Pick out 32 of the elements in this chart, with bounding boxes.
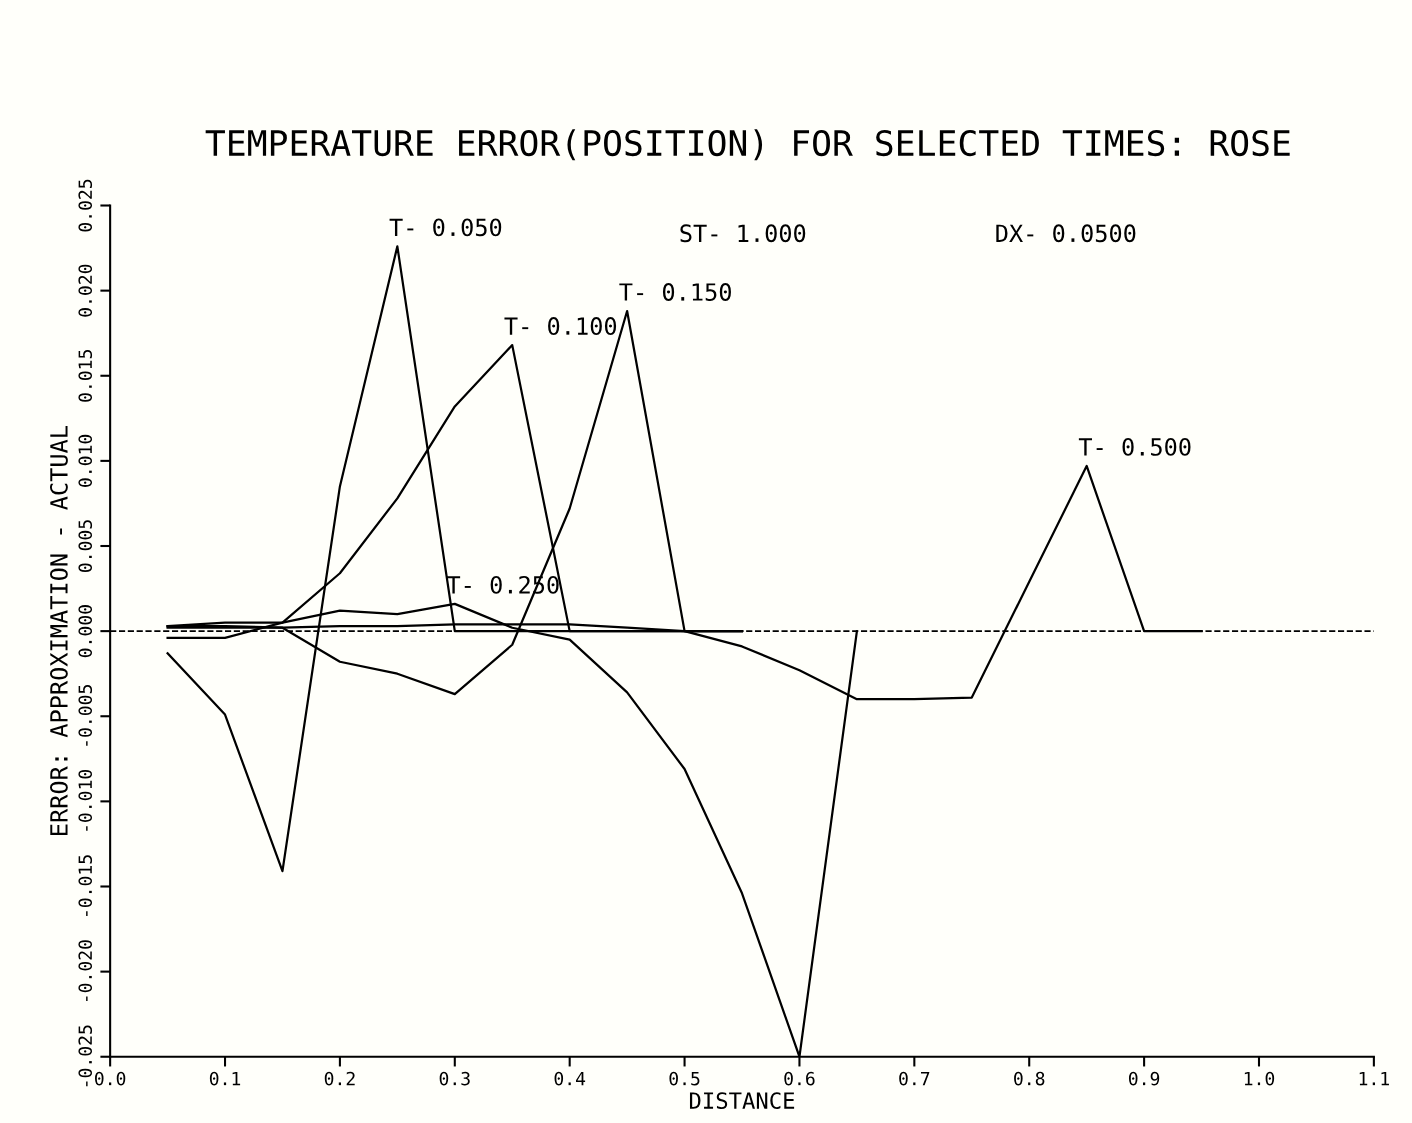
y-axis-title: ERROR: APPROXIMATION - ACTUAL	[49, 426, 68, 835]
x-tick-label: 0.6	[784, 1071, 815, 1086]
y-tick-label: 0.005	[78, 520, 93, 572]
x-axis-title: DISTANCE	[689, 1092, 795, 1109]
annotation: ST- 1.000	[680, 224, 806, 243]
x-tick-label: 1.1	[1359, 1071, 1389, 1086]
y-tick-label: 0.010	[78, 434, 93, 487]
x-tick-label: 0.9	[1128, 1071, 1160, 1086]
y-tick-label: -0.025	[78, 1025, 93, 1087]
y-tick-label: 0.020	[78, 264, 93, 317]
x-tick-label: 0.8	[1014, 1071, 1045, 1086]
x-tick-label: 0.3	[439, 1071, 470, 1086]
y-tick-label: -0.015	[78, 855, 93, 916]
y-tick-label: 0.000	[78, 605, 93, 658]
y-tick-label: -0.010	[78, 769, 93, 831]
annotation: T- 0.500	[1078, 438, 1191, 456]
chart-title: TEMPERATURE ERROR(POSITION) FOR SELECTED TIMES: ROSE	[205, 129, 1290, 161]
x-tick-label: 0.1	[209, 1071, 241, 1086]
y-tick-label: 0.025	[78, 179, 93, 232]
x-tick-label: 0.0	[95, 1071, 126, 1086]
x-tick-label: 0.7	[899, 1071, 930, 1086]
annotation: DX- 0.0500	[996, 224, 1136, 243]
x-tick-label: 0.2	[324, 1071, 355, 1086]
annotation: T- 0.050	[389, 218, 502, 237]
x-tick-label: 0.5	[669, 1071, 700, 1086]
annotation: T- 0.100	[504, 317, 617, 335]
x-tick-label: 0.4	[554, 1071, 586, 1086]
annotation: T- 0.150	[619, 283, 731, 301]
y-tick-label: 0.015	[78, 350, 93, 402]
y-tick-label: -0.020	[78, 940, 93, 1002]
x-tick-label: 1.0	[1244, 1071, 1275, 1086]
y-tick-label: -0.005	[78, 685, 93, 746]
